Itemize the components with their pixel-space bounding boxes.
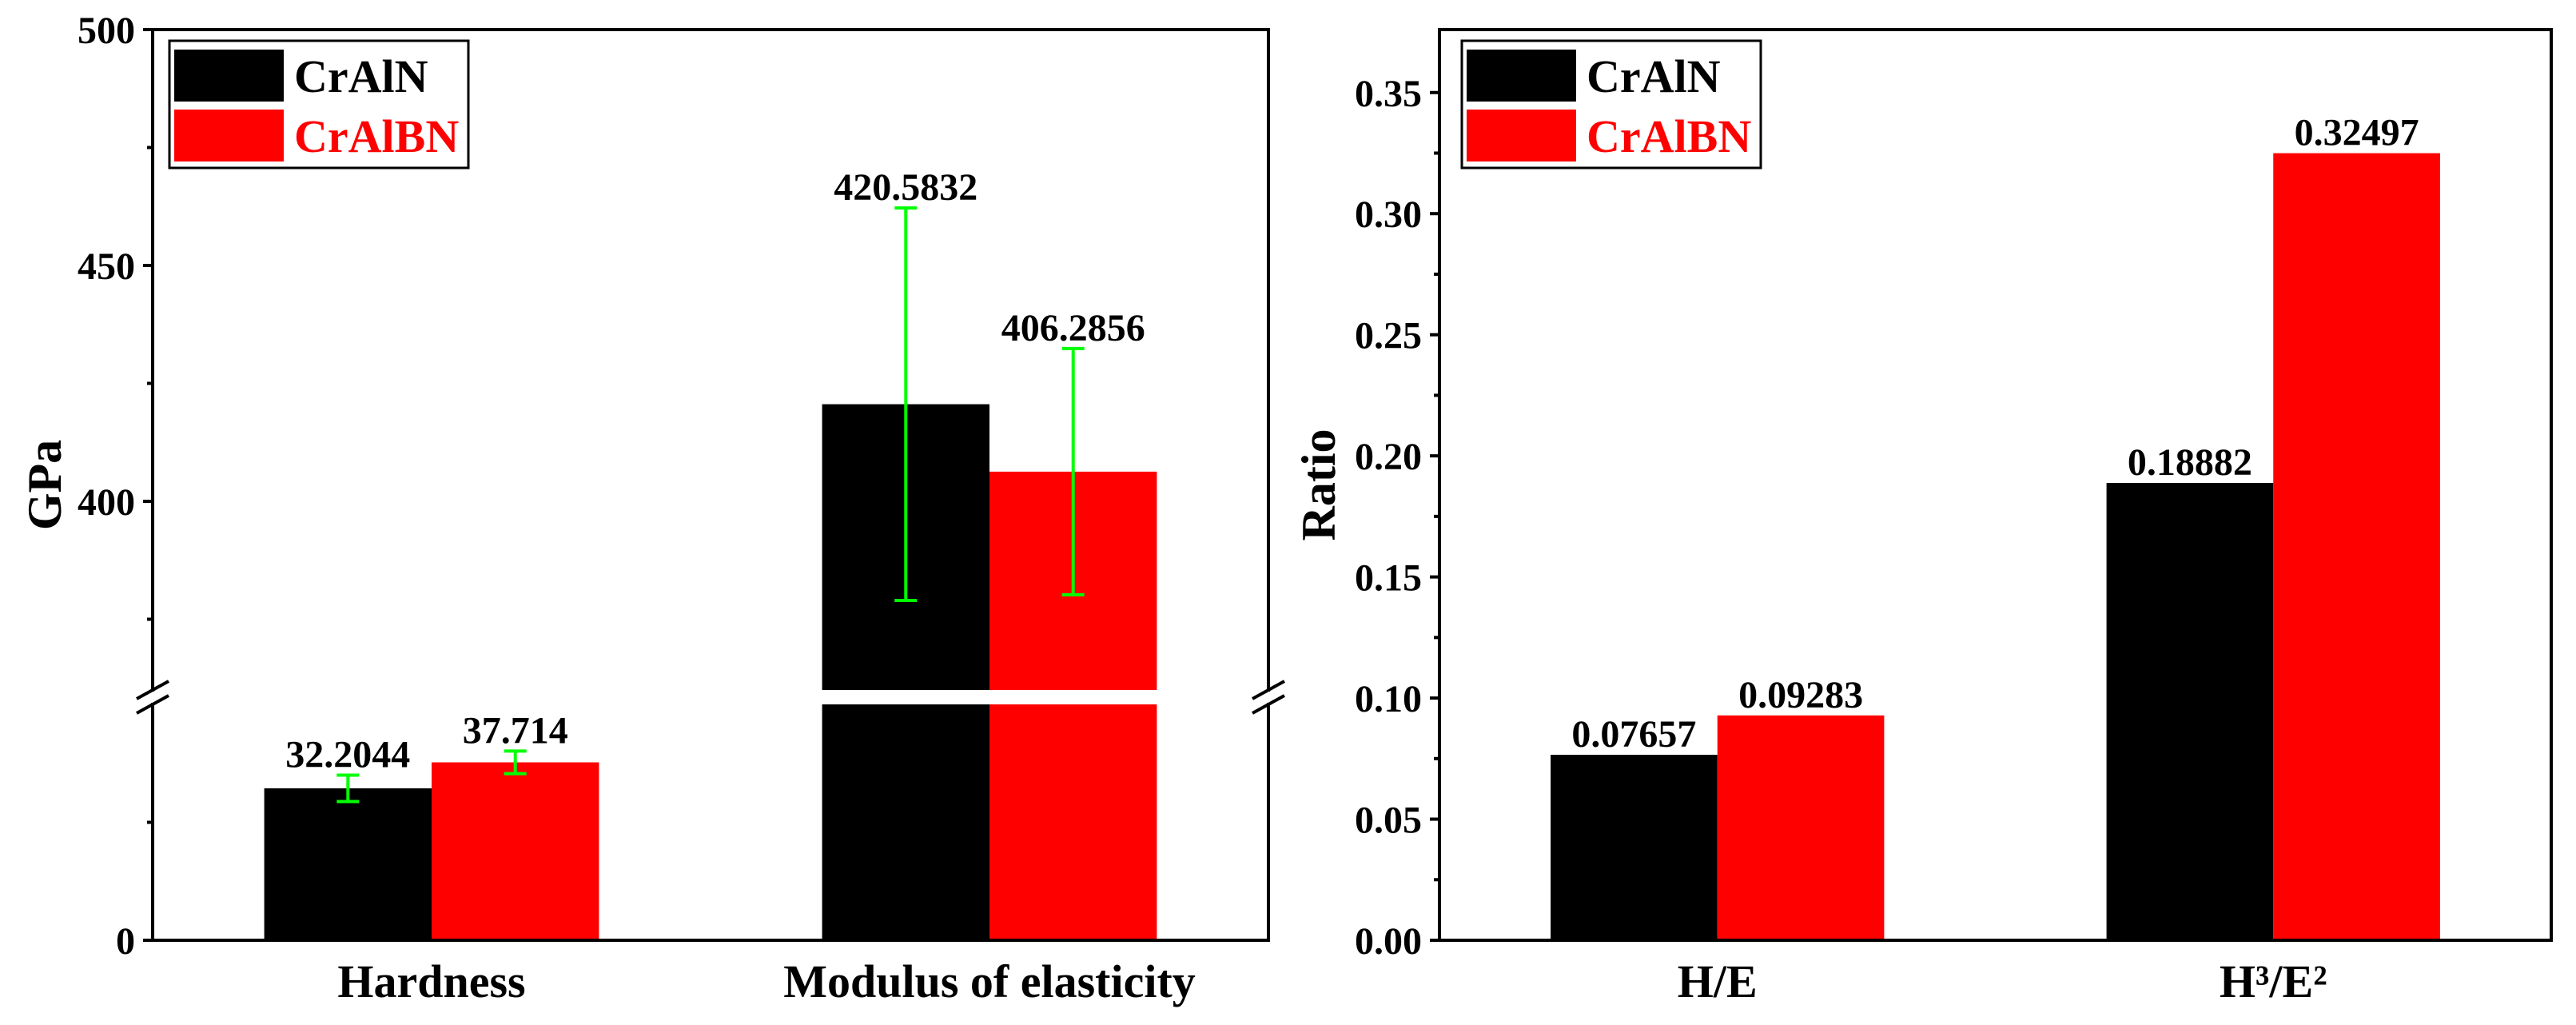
legend-label-craln: CrAlN [1587, 50, 1721, 102]
y-axis-title: Ratio [1292, 429, 1345, 541]
data-labels: 32.2044 420.5832 37.714 406.2856 [285, 166, 1145, 776]
x-category-label-h3-e2: H³/E² [2220, 955, 2327, 1007]
bar-segment [1551, 755, 1718, 940]
bars [1551, 153, 2440, 941]
data-label-craln-h-e: 0.07657 [1571, 713, 1696, 756]
legend-swatch-craln [174, 50, 284, 102]
data-label-cralbn-h-e: 0.09283 [1738, 674, 1863, 716]
y-ticks [1430, 90, 1439, 942]
error-bar-craln-modulus-of-elasticity [894, 206, 918, 602]
axes-frame [136, 28, 1285, 942]
bar-segment [264, 788, 432, 940]
bar-cralbn-h3-e2 [2273, 153, 2440, 941]
bar-segment [1717, 715, 1885, 940]
y-tick-label: 0.20 [1355, 436, 1422, 478]
error-bars [336, 206, 1085, 804]
bar-segment [989, 704, 1157, 940]
y-tick-label: 0.05 [1355, 800, 1422, 842]
error-bar-craln-hardness [336, 773, 360, 804]
axes-frame [1438, 28, 2553, 942]
y-tick-label: 0.30 [1355, 193, 1422, 236]
y-tick-label: 0.35 [1355, 73, 1422, 115]
data-label-craln-hardness: 32.2044 [285, 733, 410, 776]
legend-label-cralbn: CrAlBN [294, 110, 459, 162]
y-tick-label: 0.15 [1355, 557, 1422, 600]
legend-swatch-craln [1467, 50, 1576, 102]
legend-label-cralbn: CrAlBN [1587, 110, 1751, 162]
axis-break-mark [1252, 680, 1285, 700]
axis-break-mark [1252, 694, 1285, 715]
bar-craln-h3-e2 [2106, 483, 2274, 940]
legend-label-craln: CrAlN [294, 50, 428, 102]
error-bar-cralbn-modulus-of-elasticity [1061, 346, 1085, 596]
bar-segment [2106, 483, 2274, 940]
legend-swatch-cralbn [174, 110, 284, 162]
bars [264, 404, 1157, 940]
chart-ratio: 0.07657 0.18882 0.09283 0.32497 0.00 0.05 0.10… [1292, 28, 2553, 1007]
legend: CrAlN CrAlBN [1460, 39, 1762, 170]
y-tick-label: 400 [78, 481, 135, 524]
y-tick-label: 0 [116, 920, 135, 963]
error-bar-cralbn-hardness [504, 749, 527, 776]
axis-break-mark [136, 694, 169, 715]
chart-hardness-modulus: 32.2044 420.5832 37.714 406.2856 0 400 450 500 H… [18, 10, 1285, 1007]
y-tick-label: 500 [78, 10, 135, 52]
y-tick-label: 450 [78, 245, 135, 288]
bar-craln-h-e [1551, 755, 1718, 940]
legend: CrAlN CrAlBN [168, 39, 470, 170]
data-label-cralbn-h3-e2: 0.32497 [2295, 112, 2419, 154]
bar-segment [822, 704, 989, 940]
data-label-cralbn-modulus-of-elasticity: 406.2856 [1001, 307, 1145, 349]
y-tick-label: 0.00 [1355, 920, 1422, 963]
x-category-label-modulus-of-elasticity: Modulus of elasticity [783, 955, 1196, 1007]
bar-craln-hardness [264, 788, 432, 940]
data-label-cralbn-hardness: 37.714 [463, 709, 568, 752]
y-tick-label: 0.25 [1355, 315, 1422, 357]
bar-cralbn-h-e [1717, 715, 1885, 940]
bar-segment [432, 762, 599, 940]
axis-break-mark [136, 680, 169, 700]
bar-cralbn-hardness [432, 762, 599, 940]
data-label-craln-modulus-of-elasticity: 420.5832 [834, 166, 977, 209]
bar-segment [2273, 153, 2440, 941]
y-tick-label: 0.10 [1355, 678, 1422, 720]
data-label-craln-h3-e2: 0.18882 [2128, 441, 2252, 484]
y-ticks [143, 28, 153, 942]
x-category-label-h-e: H/E [1678, 955, 1758, 1007]
legend-swatch-cralbn [1467, 110, 1576, 162]
x-category-label-hardness: Hardness [337, 955, 525, 1007]
y-axis-title: GPa [18, 440, 71, 530]
data-labels: 0.07657 0.18882 0.09283 0.32497 [1571, 112, 2419, 756]
